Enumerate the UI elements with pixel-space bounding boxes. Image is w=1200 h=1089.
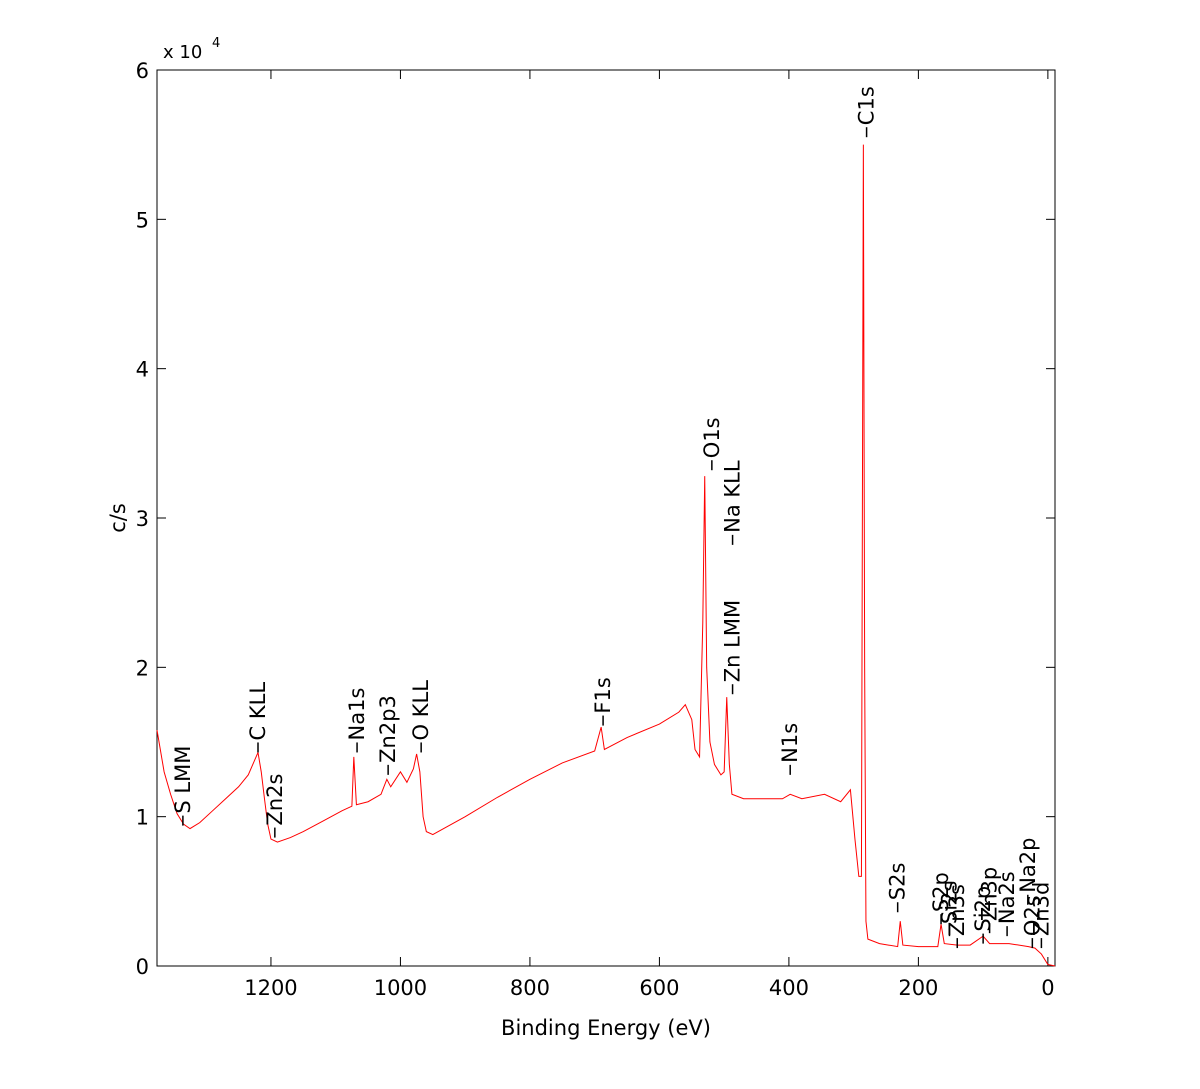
y-multiplier-exponent: 4 (212, 36, 220, 51)
y-tick-label: 0 (136, 955, 149, 979)
annotation: Zn3d (1029, 882, 1053, 936)
y-tick-label: 2 (136, 656, 149, 680)
annotation: Na1s (345, 688, 369, 741)
x-tick-label: 1200 (244, 976, 297, 1000)
annotation: Na2s (995, 871, 1019, 924)
annotation: Zn3s (945, 884, 969, 936)
annotation: O1s (700, 417, 724, 458)
annotation: C KLL (246, 682, 270, 741)
annotation: Zn2s (263, 774, 287, 826)
annotation: N1s (778, 723, 802, 763)
x-tick-label: 200 (898, 976, 938, 1000)
y-tick-label: 1 (136, 806, 149, 830)
x-tick-label: 800 (510, 976, 550, 1000)
spectrum-line (156, 144, 1056, 967)
annotation: O KLL (409, 680, 433, 741)
annotation: F1s (591, 677, 615, 713)
x-tick-label: 1000 (374, 976, 427, 1000)
annotation: S LMM (171, 746, 195, 814)
annotation: Si2s (937, 881, 961, 924)
annotation: Zn3p (978, 867, 1002, 921)
annotation: S2p (929, 872, 953, 912)
y-tick-label: 5 (136, 208, 149, 232)
annotation: Na2p (1016, 837, 1040, 892)
plot-area (156, 69, 1056, 967)
annotation: O2s (1020, 895, 1044, 936)
annotation: Si2p (971, 886, 995, 932)
x-tick-label: 400 (769, 976, 809, 1000)
annotation: Na KLL (721, 460, 745, 533)
y-multiplier: x 10 (163, 42, 202, 63)
x-tick-label: 0 (1041, 976, 1054, 1000)
x-axis-label: Binding Energy (eV) (501, 1016, 711, 1040)
annotation: Zn2p3 (376, 695, 400, 763)
annotation: C1s (855, 86, 879, 125)
x-tick-label: 600 (639, 976, 679, 1000)
y-tick-label: 4 (136, 358, 149, 382)
y-tick-label: 6 (136, 59, 149, 83)
annotation: Zn LMM (721, 600, 745, 682)
annotation: S2s (886, 863, 910, 901)
y-axis-label: c/s (106, 503, 130, 533)
y-tick-label: 3 (136, 507, 149, 531)
